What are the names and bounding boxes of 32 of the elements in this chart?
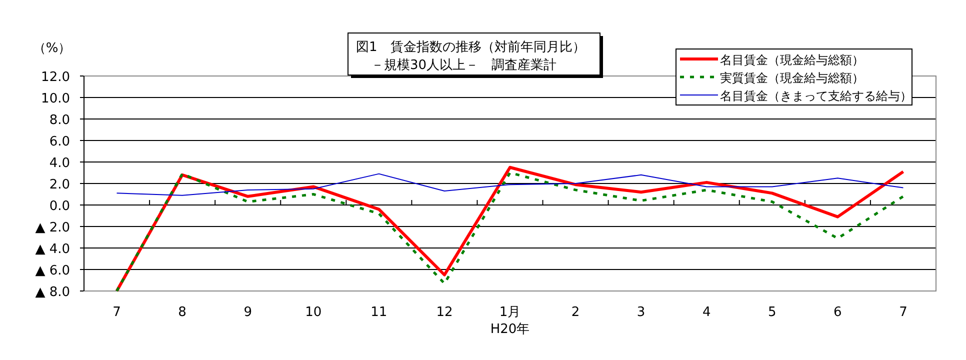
line-series: [116, 173, 904, 196]
y-tick-label: ▲ 6.0: [35, 264, 70, 278]
x-tick-label: 7: [899, 305, 908, 320]
x-tick-label: 8: [178, 305, 186, 320]
x-tick-label: 6: [834, 305, 842, 320]
chart-subtitle: －規模30人以上－ 調査産業計: [371, 57, 557, 73]
y-tick-label: 8.0: [49, 113, 70, 128]
x-tick-label: 9: [244, 305, 252, 320]
x-tick-label: 7: [112, 305, 121, 320]
y-tick-label: ▲ 4.0: [35, 242, 70, 257]
x-tick-label: 1月: [499, 305, 521, 320]
x-tick-label: 11: [370, 305, 388, 320]
y-tick-label: 0.0: [49, 199, 70, 214]
y-tick-label: ▲ 2.0: [35, 220, 70, 236]
x-tick-label: 4: [702, 305, 711, 320]
y-tick-label: ▲ 8.0: [35, 285, 70, 300]
legend-label: 名目賃金（きまって支給する給与）: [720, 89, 912, 103]
y-axis-title: （%）: [32, 41, 72, 56]
x-tick-label: 2: [571, 305, 580, 320]
y-tick-label: 10.0: [41, 92, 70, 106]
x-axis-title: H20年: [490, 322, 530, 337]
legend-label: 実質賃金（現金給与総額）: [720, 71, 864, 85]
y-tick-label: 6.0: [49, 134, 70, 150]
chart-title: 図1 賃金指数の推移（対前年同月比）: [356, 39, 586, 55]
x-tick-label: 5: [768, 305, 776, 320]
x-tick-label: 10: [305, 305, 322, 320]
y-tick-label: 4.0: [49, 156, 70, 171]
x-tick-label: 12: [436, 305, 453, 320]
x-tick-label: 3: [636, 305, 646, 320]
y-tick-label: 2.0: [49, 178, 70, 192]
legend-label: 名目賃金（現金給与総額）: [720, 53, 864, 67]
y-tick-label: 12.0: [41, 70, 70, 85]
